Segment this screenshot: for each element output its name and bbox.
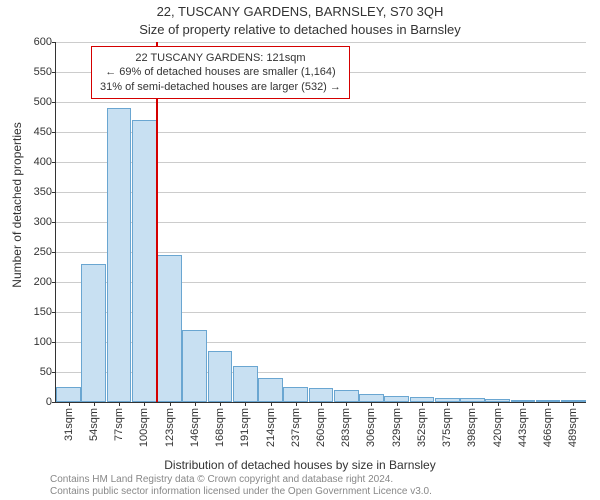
x-tick-label: 398sqm [466,408,478,447]
histogram-bar [107,108,132,402]
x-tick-label: 191sqm [239,408,251,447]
histogram-bar [258,378,283,402]
x-tick [271,402,272,406]
x-tick [346,402,347,406]
x-tick-label: 214sqm [265,408,277,447]
y-tick-label: 500 [34,96,52,108]
y-tick-label: 150 [34,306,52,318]
y-tick [52,312,56,313]
x-tick [195,402,196,406]
x-tick-label: 420sqm [492,408,504,447]
reference-legend-line: ← 69% of detached houses are smaller (1,… [100,65,341,79]
x-tick [170,402,171,406]
y-tick [52,192,56,193]
histogram-bar [309,388,334,402]
x-tick-label: 100sqm [138,408,150,447]
x-tick [548,402,549,406]
x-tick-label: 77sqm [113,408,125,441]
reference-legend-line: 22 TUSCANY GARDENS: 121sqm [100,51,341,65]
histogram-bar [233,366,258,402]
y-tick-label: 350 [34,186,52,198]
y-axis-label: Number of detached properties [10,80,24,330]
x-tick [69,402,70,406]
x-tick [94,402,95,406]
x-tick [397,402,398,406]
reference-legend-line: 31% of semi-detached houses are larger (… [100,80,341,94]
plot-area: 05010015020025030035040045050055060031sq… [55,42,586,403]
x-tick [422,402,423,406]
histogram-bar [359,394,384,402]
y-tick [52,72,56,73]
x-tick [447,402,448,406]
x-tick-label: 123sqm [164,408,176,447]
x-tick-label: 352sqm [416,408,428,447]
x-tick-label: 466sqm [542,408,554,447]
x-tick [220,402,221,406]
x-tick [523,402,524,406]
y-tick-label: 100 [34,336,52,348]
histogram-bar [283,387,308,402]
x-tick-label: 443sqm [517,408,529,447]
x-tick-label: 54sqm [88,408,100,441]
x-tick [498,402,499,406]
x-axis-label: Distribution of detached houses by size … [0,458,600,472]
x-tick [472,402,473,406]
y-tick-label: 450 [34,126,52,138]
histogram-bar [56,387,81,402]
y-tick [52,282,56,283]
y-tick-label: 600 [34,36,52,48]
histogram-bar [334,390,359,402]
chart-title-address: 22, TUSCANY GARDENS, BARNSLEY, S70 3QH [0,4,600,19]
x-tick [119,402,120,406]
x-tick-label: 237sqm [290,408,302,447]
x-tick-label: 375sqm [441,408,453,447]
y-tick-label: 50 [40,366,52,378]
attribution-text: Contains HM Land Registry data © Crown c… [50,474,432,498]
x-tick [144,402,145,406]
x-tick-label: 31sqm [63,408,75,441]
reference-legend: 22 TUSCANY GARDENS: 121sqm← 69% of detac… [91,46,350,99]
x-tick-label: 260sqm [315,408,327,447]
y-tick [52,342,56,343]
x-tick [321,402,322,406]
chart-title-sub: Size of property relative to detached ho… [0,22,600,37]
x-tick-label: 329sqm [391,408,403,447]
histogram-bar [208,351,233,402]
y-tick-label: 550 [34,66,52,78]
histogram-bar [157,255,182,402]
property-size-chart: 22, TUSCANY GARDENS, BARNSLEY, S70 3QH S… [0,0,600,500]
y-tick [52,252,56,253]
x-tick-label: 283sqm [340,408,352,447]
gridline [56,102,586,103]
x-tick-label: 146sqm [189,408,201,447]
y-tick [52,162,56,163]
x-tick-label: 168sqm [214,408,226,447]
y-tick [52,102,56,103]
gridline [56,42,586,43]
histogram-bar [182,330,207,402]
x-tick-label: 306sqm [365,408,377,447]
y-tick-label: 250 [34,246,52,258]
x-tick [296,402,297,406]
y-tick [52,42,56,43]
y-tick [52,222,56,223]
histogram-bar [132,120,157,402]
attribution-line-1: Contains HM Land Registry data © Crown c… [50,474,432,486]
y-tick-label: 0 [46,396,52,408]
x-tick [371,402,372,406]
histogram-bar [81,264,106,402]
x-tick [245,402,246,406]
attribution-line-2: Contains public sector information licen… [50,486,432,498]
y-tick-label: 400 [34,156,52,168]
y-tick [52,132,56,133]
y-tick-label: 200 [34,276,52,288]
y-tick-label: 300 [34,216,52,228]
x-tick [573,402,574,406]
x-tick-label: 489sqm [567,408,579,447]
y-tick [52,402,56,403]
y-tick [52,372,56,373]
